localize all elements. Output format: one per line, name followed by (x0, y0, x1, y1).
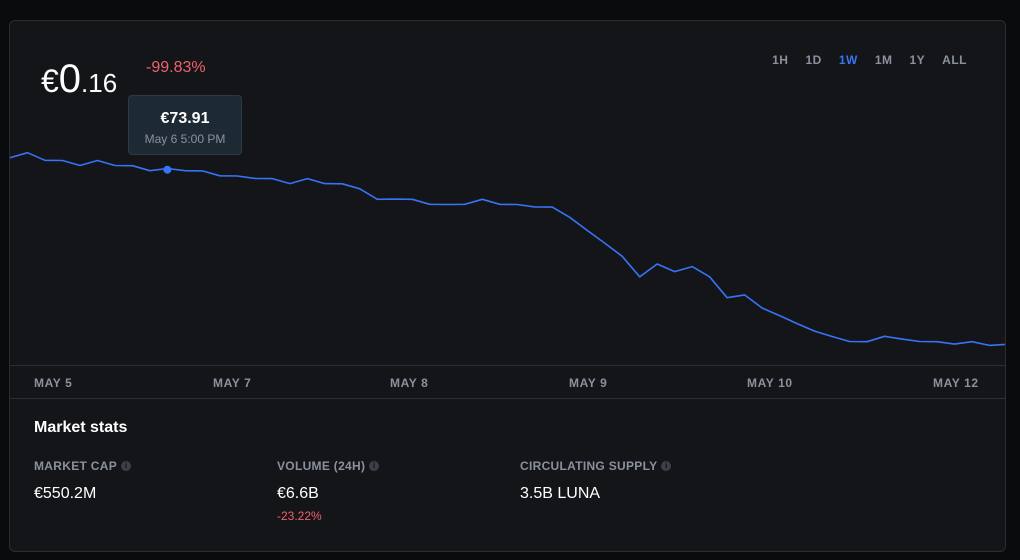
range-1m[interactable]: 1M (874, 53, 893, 67)
price-decimal: .16 (81, 68, 118, 98)
price-chart-card: € 0 .16 -99.83% 1H 1D 1W 1M 1Y ALL €73.9… (9, 20, 1006, 552)
range-all[interactable]: ALL (942, 53, 967, 67)
x-tick-label: MAY 9 (569, 376, 608, 390)
x-tick-label: MAY 7 (213, 376, 252, 390)
stat-label: VOLUME (24H) (277, 459, 366, 473)
price-series-line (10, 151, 1005, 347)
x-tick-label: MAY 5 (34, 376, 73, 390)
range-1w[interactable]: 1W (838, 53, 858, 67)
x-tick-label: MAY 8 (390, 376, 429, 390)
price-change: -99.83% (146, 59, 206, 76)
stat-circulating-supply: CIRCULATING SUPPLY i 3.5B LUNA (520, 459, 672, 503)
stat-change: -23.22% (277, 509, 322, 523)
market-stats-title: Market stats (34, 419, 128, 436)
range-1d[interactable]: 1D (805, 53, 822, 67)
price-chart[interactable] (10, 21, 1006, 365)
hover-point (163, 165, 172, 174)
info-icon[interactable]: i (369, 461, 380, 471)
info-icon[interactable]: i (121, 461, 131, 471)
stat-label: MARKET CAP (34, 459, 117, 473)
time-range-selector: 1H 1D 1W 1M 1Y ALL (772, 53, 967, 67)
x-tick-label: MAY 12 (933, 376, 979, 390)
section-divider (10, 398, 1005, 399)
stat-value: 3.5B LUNA (520, 485, 601, 502)
price-integer: 0 (58, 57, 82, 101)
x-tick-label: MAY 10 (747, 376, 793, 390)
tooltip-value: €73.91 (160, 110, 210, 127)
x-axis: MAY 5 MAY 7 MAY 8 MAY 9 MAY 10 MAY 12 (10, 365, 1005, 398)
range-1h[interactable]: 1H (772, 53, 789, 67)
price-currency: € (41, 63, 59, 99)
stat-label: CIRCULATING SUPPLY (520, 459, 658, 473)
current-price: € 0 .16 (41, 59, 117, 99)
chart-tooltip: €73.91 May 6 5:00 PM (128, 95, 242, 155)
range-1y[interactable]: 1Y (909, 53, 926, 67)
stat-value: €6.6B (277, 485, 319, 502)
tooltip-time: May 6 5:00 PM (144, 132, 226, 146)
stat-volume: VOLUME (24H) i €6.6B -23.22% (277, 459, 380, 523)
stat-value: €550.2M (34, 485, 97, 502)
stat-market-cap: MARKET CAP i €550.2M (34, 459, 131, 503)
info-icon[interactable]: i (661, 461, 672, 471)
